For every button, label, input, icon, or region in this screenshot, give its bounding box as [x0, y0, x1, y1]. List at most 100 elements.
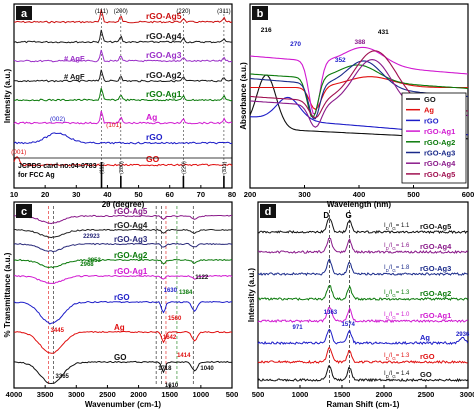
panel-d-series-label: rGO-Ag5: [420, 222, 451, 231]
panel-a-letter: a: [21, 8, 28, 20]
ratio-sub-g: G: [392, 293, 396, 298]
panel-c-series-line: [13, 242, 233, 253]
panel-d-series-line: [257, 258, 468, 277]
panel-d-series-label: GO: [420, 370, 432, 379]
ratio-sub-d: D: [386, 268, 390, 273]
panel-c-series-line: [13, 258, 233, 269]
panel-a-series-line: [13, 132, 233, 145]
panel-c-annotation: 1122: [195, 275, 209, 281]
panel-c-annotation: 1560: [168, 316, 182, 322]
panel-b-legend-label: Ag: [424, 106, 434, 115]
panel-d-series-line: [257, 306, 468, 324]
panel-d-annotation: 971: [293, 325, 304, 331]
panel-c-annotation: 1040: [200, 366, 214, 372]
panel-d-series-line: [257, 347, 468, 364]
panel-a-peak-label: (311): [217, 9, 231, 15]
panel-c-series-label: rGO-Ag1: [114, 267, 148, 276]
panel-b-legend-box: [401, 92, 467, 184]
panel-c-annotation: 3445: [51, 328, 65, 334]
panel-d-xlabel: Raman Shift (cm-1): [327, 400, 400, 409]
ratio-i: I: [384, 290, 386, 296]
panel-c-series-line: [13, 274, 233, 284]
panel-a-series-line: [13, 9, 233, 24]
panel-a-xtick-label: 60: [166, 190, 174, 199]
panel-a-agf-label: # AgF: [64, 72, 85, 81]
panel-c-annotation: 2968: [80, 262, 94, 268]
panel-c-xtick-label: 2000: [130, 390, 147, 399]
ratio-slash: /I: [389, 290, 393, 296]
panel-c-xlabel: Wavenumber (cm-1): [85, 400, 162, 409]
panel-c-letter-box: [16, 204, 32, 218]
panel-d-letter: d: [265, 206, 272, 218]
panel-d-xtick-label: 2000: [376, 390, 393, 399]
panel-d-letter-box: [260, 204, 276, 218]
ratio-value: = 1.0: [396, 312, 410, 318]
panel-d-ratio-label: ID/IG= 1.6: [384, 243, 410, 251]
panel-d-ratio-label: ID/IG= 1.3: [384, 353, 410, 361]
panel-d-ratio-label: ID/IG= 1.8: [384, 265, 410, 273]
panel-a-xtick-label: 30: [72, 190, 80, 199]
panel-c-series-line: [13, 214, 233, 225]
ratio-sub-g: G: [392, 268, 396, 273]
panel-b-legend-label: rGO-Ag2: [424, 138, 455, 147]
panel-c-xtick-label: 4000: [6, 390, 23, 399]
panel-c-series-label: rGO-Ag5: [114, 207, 148, 216]
ratio-i: I: [384, 312, 386, 318]
panel-b-letter: b: [257, 8, 264, 20]
panel-a-series-label: rGO-Ag2: [146, 70, 182, 80]
panel-c-annotation: 22923: [83, 234, 100, 240]
ratio-i: I: [384, 371, 386, 377]
panel-d-series-label: Ag: [420, 333, 430, 342]
panel-d-ratio-label: ID/IG= 1.0: [384, 312, 410, 320]
panel-a-series-label: GO: [146, 154, 160, 164]
panel-a-reference-1: JCPDS card no:04-0783: [18, 163, 97, 170]
panel-a-series-line: [13, 29, 232, 44]
panel-b-series-line: [249, 46, 469, 115]
ratio-i: I: [384, 353, 386, 359]
panel-b-peak-label: 216: [261, 27, 272, 34]
panel-b-series-line: [249, 64, 469, 119]
panel-a-ref-peak-label: (111): [100, 162, 106, 174]
ratio-sub-d: D: [386, 293, 390, 298]
panel-a-agf-label: # AgF: [64, 54, 85, 63]
panel-a-ref-peak-label: (311): [222, 161, 228, 174]
panel-c-series-line: [13, 360, 233, 385]
panel-d-series-line: [257, 218, 468, 235]
panel-d-series-line: [257, 328, 469, 345]
panel-d-band-d: D: [323, 211, 329, 220]
panel-a-peak-101: (101): [106, 122, 121, 129]
ratio-slash: /I: [389, 312, 393, 318]
panel-d-ratio-label: ID/IG= 1.4: [384, 371, 410, 379]
panel-a-ylabel: Intensity (a.u.): [3, 69, 12, 124]
panel-a-series-label: rGO: [146, 132, 163, 142]
ratio-slash: /I: [389, 223, 393, 229]
panel-a-xtick-label: 10: [10, 190, 18, 199]
panel-d-xtick-label: 1000: [292, 390, 309, 399]
panel-a-xtick-label: 70: [197, 190, 205, 199]
panel-b-legend-label: rGO: [424, 116, 439, 125]
panel-c-series-label: rGO-Ag2: [114, 251, 148, 260]
ratio-sub-d: D: [386, 246, 390, 251]
panel-b-peak-label: 431: [378, 29, 389, 36]
panel-c-frame: [13, 201, 233, 389]
ratio-sub-d: D: [386, 356, 390, 361]
panel-d-annotation: 1363: [324, 310, 338, 316]
panel-d-series-label: rGO-Ag2: [420, 289, 451, 298]
panel-d-series-label: rGO-Ag3: [420, 264, 451, 273]
panel-b-xtick-label: 300: [298, 190, 311, 199]
panel-d-frame: [257, 201, 469, 389]
panel-d-series-label: rGO-Ag4: [420, 242, 452, 251]
panel-a-series-line: [13, 110, 233, 125]
panel-b-series-line: [250, 76, 468, 110]
panel-a-series-label: rGO-Ag3: [146, 50, 182, 60]
panel-c-series-label: rGO-Ag3: [114, 235, 148, 244]
panel-b-letter-box: [252, 6, 268, 20]
panel-a-frame: [13, 3, 233, 189]
ratio-slash: /I: [389, 371, 393, 377]
panel-c-ylabel: % Transmittance (a.u.): [3, 252, 12, 337]
panel-a-peak-002: (002): [50, 116, 65, 123]
panel-c-xtick-label: 1000: [193, 390, 210, 399]
panel-a-ref-peak-label: (200): [119, 161, 125, 174]
panel-b-xtick-label: 600: [462, 190, 474, 199]
panel-c-annotation: 1718: [158, 366, 172, 372]
